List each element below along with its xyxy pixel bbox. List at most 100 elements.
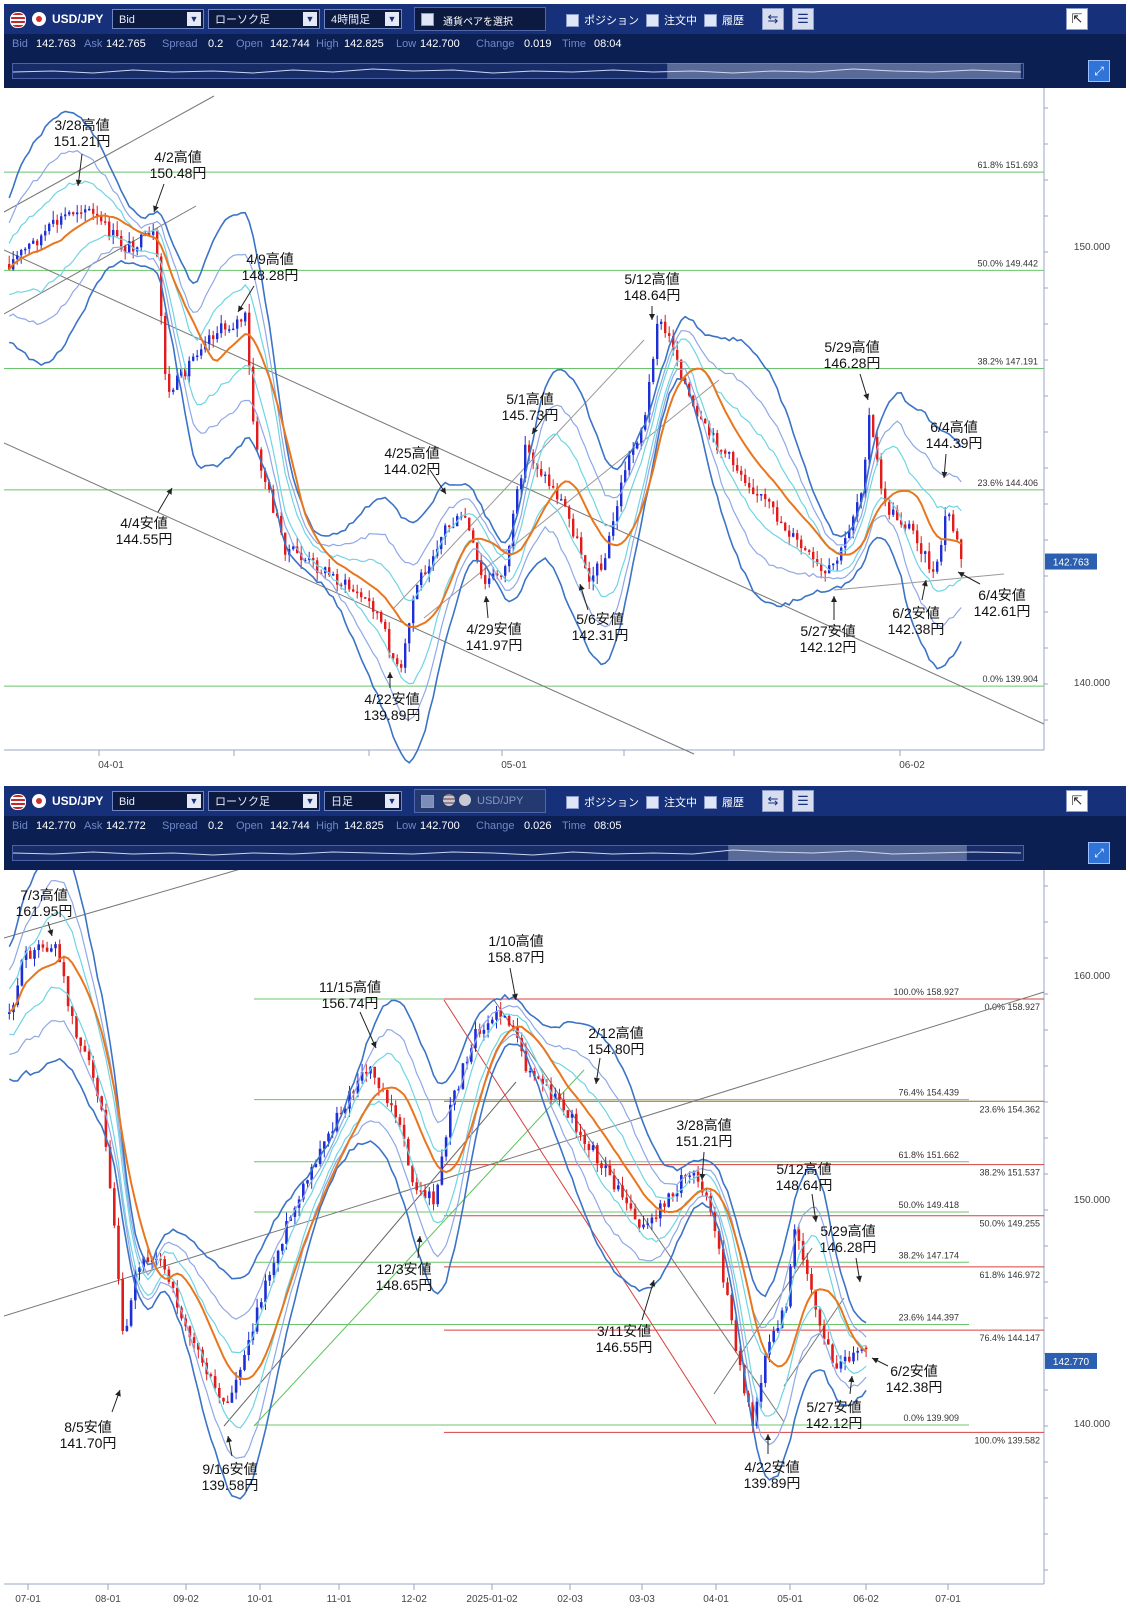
candle-body bbox=[192, 1337, 196, 1344]
candle-body bbox=[100, 1096, 103, 1110]
candle-body bbox=[646, 1223, 649, 1225]
candle-body bbox=[780, 1310, 784, 1328]
candle-body bbox=[159, 1258, 162, 1261]
candle-body bbox=[827, 1339, 830, 1345]
positions-checkbox[interactable] bbox=[566, 14, 579, 27]
candle-body bbox=[16, 255, 19, 260]
candle-body bbox=[292, 546, 295, 550]
candle-body bbox=[624, 470, 627, 483]
chart-tool-icon[interactable]: ⇆ bbox=[762, 8, 784, 30]
undefined-date: 5/12高値 bbox=[624, 271, 679, 287]
undefined-arrow-head bbox=[511, 993, 518, 1000]
candle-body bbox=[239, 1369, 242, 1380]
history-checkbox[interactable] bbox=[704, 796, 717, 809]
collapse-icon[interactable]: ⇱ bbox=[1066, 790, 1088, 812]
fib-left-label: 50.0% 149.418 bbox=[898, 1200, 959, 1210]
candle-body bbox=[640, 429, 643, 443]
undefined-price: 144.39円 bbox=[926, 435, 983, 451]
candle-body bbox=[776, 507, 779, 522]
candle-body bbox=[420, 572, 423, 585]
select-pair-checkbox[interactable] bbox=[421, 795, 434, 808]
x-tick-label: 02-03 bbox=[557, 1594, 583, 1605]
time-value: 08:04 bbox=[594, 38, 622, 50]
orders-checkbox[interactable] bbox=[646, 796, 659, 809]
candle-body bbox=[120, 236, 123, 247]
candle-body bbox=[667, 1193, 670, 1207]
candle-body bbox=[516, 489, 519, 514]
candle-body bbox=[904, 524, 907, 529]
history-checkbox[interactable] bbox=[704, 14, 717, 27]
undefined-date: 6/4高値 bbox=[930, 419, 977, 435]
candle-body bbox=[600, 563, 603, 570]
spread-value: 0.2 bbox=[208, 38, 224, 50]
candle-body bbox=[404, 643, 407, 668]
candle-body bbox=[604, 558, 607, 570]
chart-type-select[interactable]: ローソク足 ▼ bbox=[208, 791, 320, 811]
candle-body bbox=[419, 1190, 423, 1192]
orders-checkbox[interactable] bbox=[646, 14, 659, 27]
candle-body bbox=[308, 557, 311, 560]
candle-body bbox=[168, 373, 171, 392]
expand-icon[interactable]: ⤢ bbox=[1088, 60, 1110, 82]
candle-body bbox=[172, 389, 175, 392]
candle-body bbox=[668, 333, 671, 336]
candle-body bbox=[638, 1219, 641, 1228]
candle-body bbox=[45, 947, 49, 952]
candle-body bbox=[264, 470, 267, 483]
high-value: 142.825 bbox=[344, 820, 384, 832]
candle-body bbox=[323, 1141, 326, 1149]
collapse-icon[interactable]: ⇱ bbox=[1066, 8, 1088, 30]
list-icon[interactable]: ☰ bbox=[792, 790, 814, 812]
candle-body bbox=[788, 530, 791, 537]
price-type-select[interactable]: Bid ▼ bbox=[112, 9, 204, 29]
candle-body bbox=[108, 221, 111, 237]
undefined-date: 5/29高値 bbox=[824, 339, 879, 355]
undefined-date: 6/4安値 bbox=[978, 587, 1025, 603]
navigator-window[interactable] bbox=[667, 63, 1021, 79]
x-tick-label: 06-02 bbox=[853, 1594, 879, 1605]
undefined-arrow-head bbox=[153, 205, 159, 212]
navigator-window[interactable] bbox=[728, 845, 968, 861]
select-pair-button[interactable]: 通貨ペアを選択 bbox=[414, 7, 546, 31]
chart-type-select[interactable]: ローソク足 ▼ bbox=[208, 9, 320, 29]
select-pair-button[interactable]: USD/JPY bbox=[414, 789, 546, 813]
candle-body bbox=[556, 487, 559, 500]
candle-body bbox=[113, 1188, 116, 1226]
undefined-arrow-line bbox=[359, 1011, 377, 1049]
candle-body bbox=[444, 1137, 448, 1157]
list-icon[interactable]: ☰ bbox=[792, 8, 814, 30]
price-type-select[interactable]: Bid ▼ bbox=[112, 791, 204, 811]
candle-body bbox=[660, 321, 663, 324]
select-pair-checkbox[interactable] bbox=[421, 13, 434, 26]
candle-body bbox=[416, 584, 419, 600]
undefined-date: 6/2安値 bbox=[890, 1363, 937, 1379]
candle-body bbox=[376, 611, 379, 614]
candle-body bbox=[570, 1113, 574, 1118]
undefined-arrow-head bbox=[649, 314, 655, 320]
positions-checkbox[interactable] bbox=[566, 796, 579, 809]
timeframe-select[interactable]: 4時間足 ▼ bbox=[324, 9, 402, 29]
expand-icon[interactable]: ⤢ bbox=[1088, 842, 1110, 864]
chart-tool-icon[interactable]: ⇆ bbox=[762, 790, 784, 812]
japan-flag-icon bbox=[32, 794, 46, 808]
candle-body bbox=[709, 1195, 712, 1212]
undefined-price: 142.38円 bbox=[886, 1379, 943, 1395]
candle-body bbox=[232, 328, 235, 331]
history-label: 履歴 bbox=[722, 797, 744, 809]
candle-body bbox=[388, 629, 391, 654]
candle-body bbox=[696, 1171, 700, 1182]
candlestick-chart-4h: 150.000 140.000 61.8% 151.693 50.0% 149.442… bbox=[4, 88, 1126, 782]
fib-right-label: 23.6% 154.362 bbox=[979, 1104, 1040, 1114]
bollinger-outer-upper bbox=[8, 110, 962, 544]
undefined-price: 139.58円 bbox=[202, 1477, 259, 1493]
navigator-track[interactable] bbox=[12, 63, 1024, 79]
fib-right-label: 76.4% 144.147 bbox=[979, 1333, 1040, 1343]
candle-body bbox=[868, 415, 871, 460]
candle-body bbox=[327, 1133, 330, 1142]
timeframe-select[interactable]: 日足 ▼ bbox=[324, 791, 402, 811]
candle-body bbox=[432, 1191, 435, 1205]
fib-left-label: 38.2% 147.174 bbox=[898, 1250, 959, 1260]
candle-body bbox=[32, 240, 35, 244]
candle-body bbox=[54, 944, 57, 949]
navigator-track[interactable] bbox=[12, 845, 1024, 861]
